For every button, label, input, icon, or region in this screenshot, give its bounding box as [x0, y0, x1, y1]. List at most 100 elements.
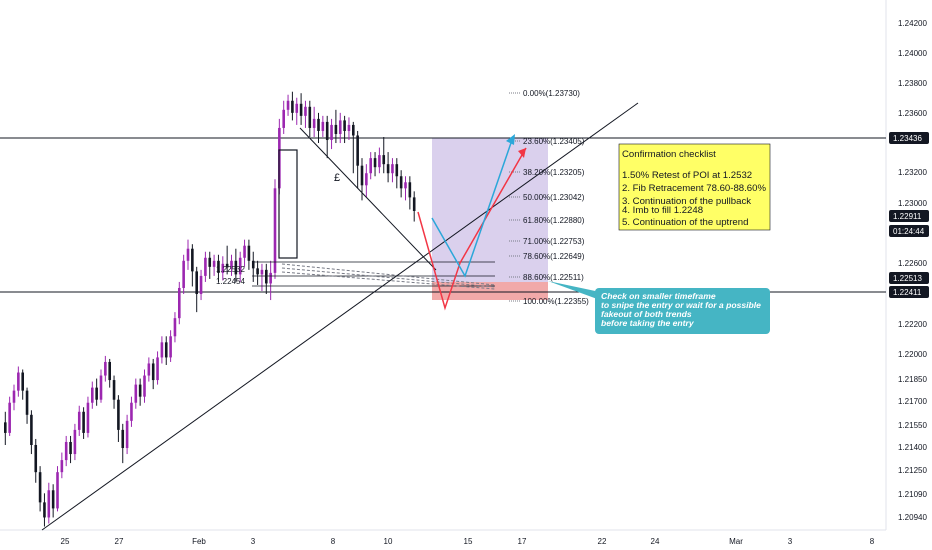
price-tag-bg	[889, 286, 929, 298]
price-tag-bg	[889, 132, 929, 144]
price-axis-labels: 1.24200 1.24000 1.23800 1.23600 1.23200 1.230…	[898, 19, 927, 522]
callout-line-4: before taking the entry	[601, 318, 695, 328]
left-label-1: 1.22532	[216, 265, 245, 274]
checklist-item-4: 4. Imb to fill 1.2248	[622, 205, 703, 216]
x-tick-label: 27	[115, 537, 124, 546]
y-tick-label: 1.21850	[898, 375, 927, 384]
candle-body	[51, 490, 55, 509]
candle-body	[77, 411, 81, 430]
y-tick-label: 1.22000	[898, 350, 927, 359]
candle-body	[338, 120, 342, 134]
candle-body	[404, 182, 407, 189]
x-tick-label: 8	[870, 537, 875, 546]
x-tick-label: 25	[61, 537, 70, 546]
candle-body	[256, 268, 259, 275]
checklist-item-1: 1.50% Retest of POI at 1.2532	[622, 170, 752, 181]
candle-body	[343, 120, 346, 131]
price-tag-bg	[889, 272, 929, 284]
checklist-title: Confirmation checklist	[622, 149, 716, 160]
candle-body	[82, 411, 85, 433]
candle-body	[308, 106, 312, 128]
candle-body	[321, 121, 325, 131]
price-tag: 1.23436	[893, 134, 922, 143]
candle-body	[360, 165, 364, 186]
price-tag: 1.22513	[893, 274, 922, 283]
y-tick-label: 1.24200	[898, 19, 927, 28]
candle-body	[378, 155, 381, 168]
candle-body	[325, 121, 329, 141]
candle-body	[25, 390, 29, 415]
left-label-2: 1.22454	[216, 277, 245, 286]
candle-body	[169, 336, 172, 358]
candle-body	[269, 272, 272, 284]
candle-body	[43, 502, 46, 518]
candle-body	[251, 260, 255, 269]
candle-body	[260, 269, 264, 275]
candle-body	[47, 490, 51, 518]
projection-blue	[431, 134, 515, 278]
candle-body	[138, 384, 142, 397]
candle-body	[173, 318, 177, 337]
price-tag: 01:24:44	[893, 227, 925, 236]
y-tick-label: 1.21550	[898, 421, 927, 430]
dashed-line-2	[281, 267, 496, 288]
candle-body	[108, 361, 111, 381]
candle-body	[86, 402, 90, 433]
candle-body	[395, 164, 399, 177]
candle-body	[230, 260, 233, 267]
fib-level-label: 100.00%(1.22355)	[523, 297, 589, 306]
y-tick-label: 1.23000	[898, 199, 927, 208]
candle-body	[34, 444, 38, 473]
y-tick-label: 1.23800	[898, 79, 927, 88]
candlesticks	[4, 91, 416, 527]
candle-body	[164, 342, 168, 358]
x-tick-label: 22	[598, 537, 607, 546]
candle-body	[60, 460, 64, 473]
candle-body	[104, 361, 107, 376]
candle-body	[330, 124, 333, 141]
x-tick-label: 8	[331, 537, 336, 546]
candle-body	[182, 260, 185, 288]
falling-trendline	[299, 127, 437, 271]
candle-body	[69, 441, 72, 455]
candle-body	[195, 271, 198, 295]
candle-body	[64, 441, 68, 461]
price-tag-bg	[889, 225, 929, 237]
rising-trendline	[41, 102, 639, 531]
y-tick-label: 1.21400	[898, 443, 927, 452]
x-tick-label: Mar	[729, 537, 743, 546]
candle-body	[365, 173, 368, 186]
candle-body	[4, 422, 7, 433]
callout-line-1: Check on smaller timeframe	[601, 291, 716, 301]
candle-body	[112, 380, 116, 400]
candle-body	[143, 375, 146, 397]
fib-level-label: 50.00%(1.23042)	[523, 193, 585, 202]
y-tick-label: 1.23200	[898, 168, 927, 177]
fib-level-label: 88.60%(1.22511)	[523, 273, 584, 282]
candle-body	[191, 248, 194, 272]
candle-body	[221, 263, 225, 273]
candle-body	[304, 106, 307, 116]
fib-level-label: 71.00%(1.22753)	[523, 237, 585, 246]
candle-body	[282, 109, 285, 128]
fib-level-label: 0.00%(1.23730)	[523, 89, 580, 98]
y-tick-label: 1.21090	[898, 490, 927, 499]
candle-body	[247, 245, 251, 261]
candle-body	[238, 257, 242, 275]
candle-body	[151, 363, 155, 381]
fib-retracement: 0.00%(1.23730) 23.60%(1.23405) 38.20%(1.23…	[509, 89, 589, 306]
projection-red	[417, 147, 527, 311]
candle-body	[399, 176, 403, 189]
candle-body	[178, 287, 181, 319]
candle-body	[225, 263, 229, 267]
candle-body	[369, 158, 372, 174]
poi-zone	[432, 282, 548, 300]
candle-body	[17, 372, 20, 391]
candle-body	[391, 164, 394, 174]
dashed-line-3	[281, 271, 496, 290]
x-tick-label: 17	[518, 537, 527, 546]
candle-body	[73, 429, 77, 455]
candle-body	[56, 472, 59, 509]
candle-body	[299, 103, 303, 116]
